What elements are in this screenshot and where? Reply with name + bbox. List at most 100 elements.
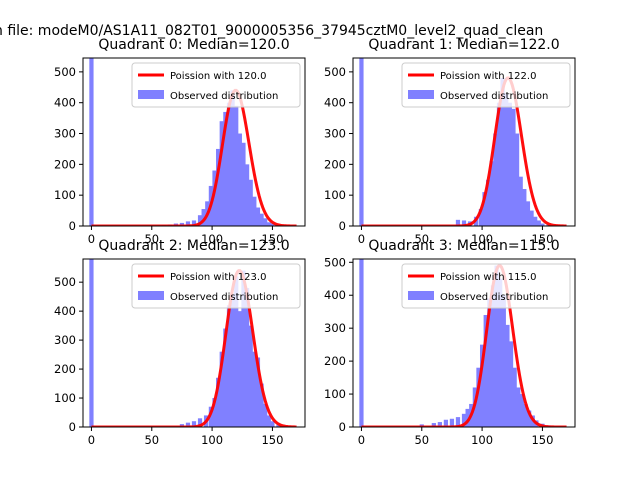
x-tick-label: 0: [358, 433, 365, 447]
axes-frame: [82, 258, 306, 428]
histogram-bar: [226, 102, 232, 226]
histogram-bar: [489, 161, 494, 226]
histogram-bar: [179, 222, 185, 226]
figure-suptitle: n file: modeM0/AS1A11_082T01_9000005356_…: [0, 23, 543, 39]
x-tick-label: 100: [201, 433, 223, 447]
histogram-bars: [89, 259, 287, 427]
histogram-bar: [185, 422, 191, 427]
x-tick-label: 100: [471, 433, 493, 447]
histogram-bar: [234, 276, 239, 427]
legend-entry: Observed distribution: [440, 91, 548, 102]
axes-frame: [352, 258, 576, 428]
y-tick-label: 400: [54, 96, 76, 110]
x-tick-label: 50: [144, 232, 159, 246]
legend-entry: Observed distribution: [440, 292, 548, 303]
histogram-bar: [437, 422, 442, 427]
histogram-bar: [443, 419, 449, 427]
axes-frame: [352, 57, 576, 227]
histogram-bar: [241, 270, 246, 427]
subplot-quadrant-0: Quadrant 0: Median=120.0 0 50 100 150 0 100 200…: [54, 37, 306, 246]
histogram-bar: [244, 287, 250, 427]
legend-box: [401, 62, 571, 108]
histogram-bar: [191, 220, 197, 226]
legend-entry: Observed distribution: [170, 91, 278, 102]
legend-entry: Observed distribution: [170, 292, 278, 303]
histogram-bar: [533, 216, 538, 226]
histogram-bar: [244, 164, 250, 226]
subplot-title: Quadrant 2: Median=123.0: [98, 238, 289, 254]
histogram-bar: [508, 341, 514, 427]
y-tick-label: 100: [54, 188, 76, 202]
histogram-bar: [237, 311, 242, 427]
legend: Poission with 123.0 Observed distribution: [131, 263, 301, 309]
histogram-bar: [216, 377, 221, 427]
histogram-bar: [504, 93, 509, 226]
histogram-bar: [540, 223, 545, 226]
y-tick-label: 100: [54, 391, 76, 405]
y-tick-label: 500: [324, 65, 346, 79]
histogram-bar: [449, 418, 455, 427]
histogram-bar: [219, 121, 224, 226]
y-tick-label: 0: [339, 219, 346, 233]
histogram-bar: [536, 220, 541, 226]
y-tick-label: 0: [339, 420, 346, 434]
histogram-bar: [263, 218, 268, 226]
histogram-bar: [259, 213, 264, 226]
y-tick-label: 500: [54, 65, 76, 79]
histogram-bar: [479, 344, 485, 427]
histogram-bar: [252, 196, 257, 226]
histogram-bar: [212, 170, 217, 226]
histogram-bar: [501, 295, 506, 427]
histogram-bar: [483, 315, 488, 427]
histogram-bar: [523, 403, 528, 427]
y-tick-label: 100: [324, 188, 346, 202]
histogram-bar: [455, 417, 461, 427]
x-tick-label: 0: [358, 232, 365, 246]
histogram-bars: [359, 58, 557, 226]
x-tick-label: 150: [531, 433, 553, 447]
histogram-bar: [234, 105, 239, 226]
subplot-quadrant-3: Quadrant 3: Median=115.0 0 50 100 150 0 100 200…: [324, 238, 576, 447]
subplot-title: Quadrant 3: Median=115.0: [368, 238, 559, 254]
y-tick-label: 300: [54, 333, 76, 347]
histogram-bar: [494, 265, 499, 427]
histogram-bar: [514, 133, 520, 226]
legend: Poission with 115.0 Observed distribution: [401, 263, 571, 309]
histogram-bar: [266, 222, 271, 226]
poisson-curve: [91, 88, 297, 226]
x-tick-label: 150: [531, 232, 553, 246]
histogram-bar: [455, 219, 461, 226]
subplot-title: Quadrant 1: Median=122.0: [368, 37, 559, 53]
histogram-bar: [431, 423, 436, 427]
histogram-bar: [255, 357, 261, 427]
histogram-bar: [270, 421, 275, 427]
y-tick-label: 0: [69, 219, 76, 233]
histogram-bar: [507, 102, 512, 226]
histogram-bar: [230, 90, 235, 226]
legend-entry: Poission with 123.0: [170, 272, 266, 283]
legend: Poission with 120.0 Observed distribution: [131, 62, 301, 108]
histogram-bar: [486, 179, 491, 226]
x-tick-label: 100: [201, 232, 223, 246]
y-tick-label: 200: [324, 157, 346, 171]
x-tick-label: 150: [261, 232, 283, 246]
histogram-bar: [482, 192, 487, 226]
histogram-bar: [226, 305, 232, 427]
legend-box: [131, 263, 301, 309]
histogram-bar: [461, 413, 467, 427]
y-tick-label: 100: [324, 387, 346, 401]
histogram-bar: [197, 418, 203, 427]
histogram-bar: [505, 324, 510, 427]
y-tick-label: 200: [54, 362, 76, 376]
y-tick-label: 300: [54, 127, 76, 141]
histogram-bar: [500, 78, 505, 226]
histogram-bar: [512, 367, 517, 427]
histogram-bar: [493, 133, 498, 226]
histogram-bar: [529, 210, 534, 226]
x-tick-label: 50: [414, 232, 429, 246]
histogram-bar: [248, 325, 253, 427]
y-tick-label: 200: [54, 157, 76, 171]
legend-patch-swatch: [408, 291, 434, 300]
y-tick-label: 400: [324, 288, 346, 302]
